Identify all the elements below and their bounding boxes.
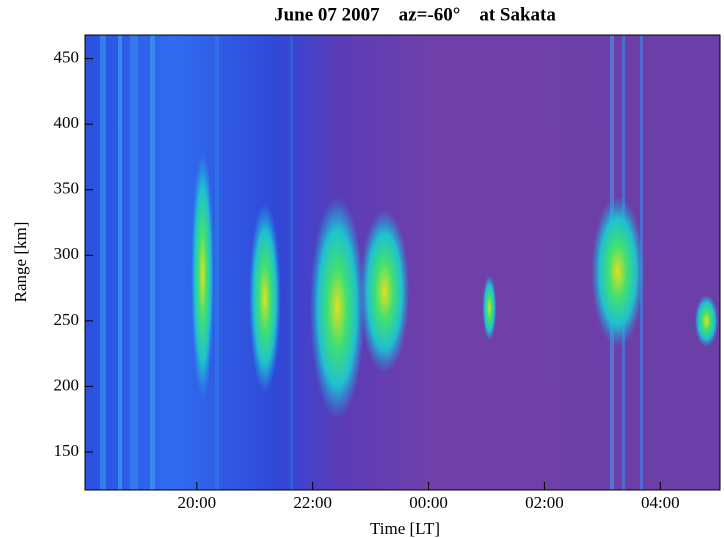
x-tick-label: 00:00 (409, 493, 448, 512)
echo-region (359, 209, 410, 374)
chart-title: June 07 2007 az=-60° at Sakata (274, 4, 556, 25)
x-tick-label: 20:00 (177, 493, 216, 512)
y-tick-label: 200 (54, 375, 80, 394)
x-tick-label: 04:00 (641, 493, 680, 512)
echo-region (191, 150, 215, 400)
x-tick-label: 22:00 (293, 493, 332, 512)
y-tick-label: 150 (54, 441, 80, 460)
x-tick-label: 02:00 (525, 493, 564, 512)
x-axis-label: Time [LT] (370, 519, 440, 538)
y-tick-label: 450 (54, 48, 80, 67)
echo-region (694, 294, 719, 348)
y-tick-label: 300 (54, 244, 80, 263)
y-axis-label: Range [km] (11, 222, 30, 303)
echo-region (309, 196, 365, 420)
y-tick-label: 350 (54, 179, 80, 198)
echo-region (482, 274, 497, 341)
echo-region (591, 196, 645, 348)
plot-frame (84, 34, 721, 491)
echo-region (248, 202, 281, 393)
y-tick-label: 250 (54, 310, 80, 329)
y-tick-label: 400 (54, 113, 80, 132)
